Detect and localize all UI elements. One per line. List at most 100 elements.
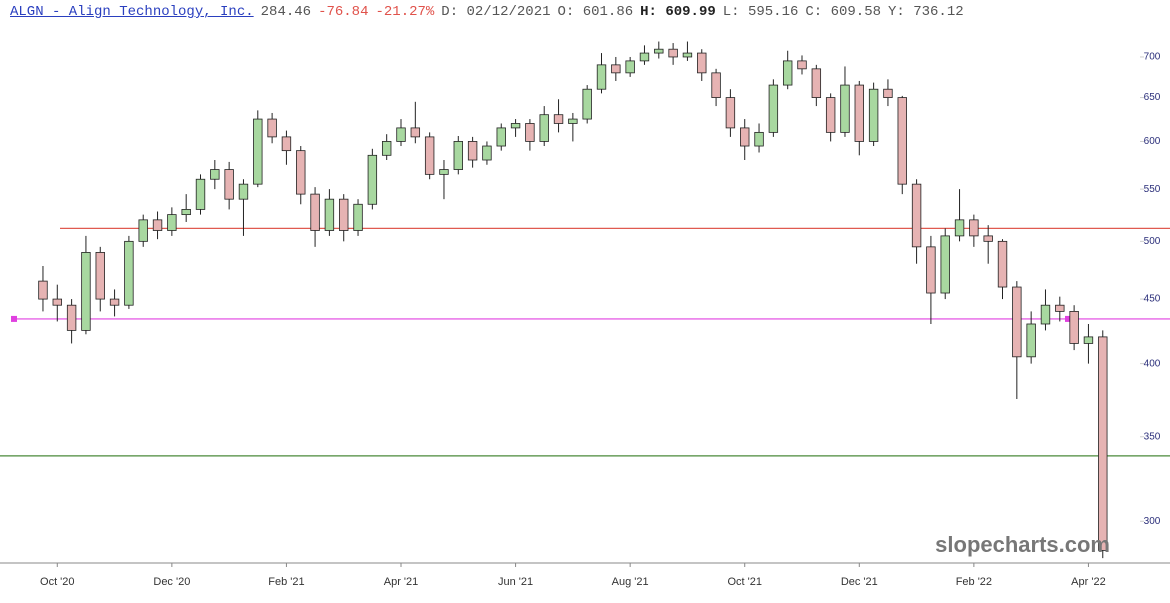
x-tick-label: Apr '21 xyxy=(384,576,419,588)
candle-body xyxy=(582,88,592,120)
candle-body xyxy=(854,84,864,142)
x-tick-label: Dec '21 xyxy=(841,576,878,588)
candle-body xyxy=(496,127,506,147)
y-tick-label: 550 xyxy=(1144,184,1161,195)
candle-body xyxy=(682,52,693,58)
candle-body xyxy=(1040,304,1051,325)
candle-body xyxy=(525,123,535,142)
candle-body xyxy=(281,136,292,152)
candle-body xyxy=(825,97,836,133)
candle-body xyxy=(453,141,463,170)
stat: O: 601.86 xyxy=(557,4,634,20)
last-price: 284.46 xyxy=(260,4,312,20)
candle-body xyxy=(296,150,306,195)
candle-body xyxy=(1055,304,1065,312)
stat: Y: 736.12 xyxy=(888,4,964,20)
candle-body xyxy=(253,118,263,185)
candle-body xyxy=(897,97,907,185)
x-tick-label: Oct '21 xyxy=(727,576,762,588)
stat: H: 609.99 xyxy=(640,4,716,20)
stats: D: 02/12/2021 O: 601.86 H: 609.99 L: 595.16… xyxy=(441,4,970,20)
candle-body xyxy=(725,97,736,129)
x-tick-label: Feb '21 xyxy=(268,576,304,588)
candle-body xyxy=(510,123,521,129)
candle-body xyxy=(224,169,234,200)
candle-body xyxy=(954,219,965,237)
candle-body xyxy=(668,48,678,58)
x-tick-label: Apr '22 xyxy=(1071,576,1106,588)
x-tick-label: Oct '20 xyxy=(40,576,75,588)
candle-body xyxy=(639,52,650,62)
candle-body xyxy=(754,131,764,147)
y-tick-label: 500 xyxy=(1144,236,1161,247)
watermark: slopecharts.com xyxy=(935,532,1110,557)
candle-body xyxy=(210,169,220,180)
candle-body xyxy=(625,60,635,74)
candle-body xyxy=(997,240,1008,288)
stat: L: 595.16 xyxy=(722,4,799,20)
candle-body xyxy=(381,141,392,156)
x-tick-label: Jun '21 xyxy=(498,576,533,588)
candle-body xyxy=(353,203,363,231)
y-tick-label: 400 xyxy=(1144,358,1161,369)
y-tick-label: 350 xyxy=(1144,431,1161,442)
candle-body xyxy=(396,127,406,142)
candle-body xyxy=(983,235,993,242)
candle-body xyxy=(310,193,320,231)
y-tick-label: 650 xyxy=(1144,92,1161,103)
candle-body xyxy=(654,48,664,54)
x-tick-label: Dec '20 xyxy=(153,576,190,588)
candle-body xyxy=(167,214,177,231)
candle-body xyxy=(152,219,163,231)
candle-body xyxy=(482,145,492,161)
candle-body xyxy=(439,169,449,175)
candle-body xyxy=(711,72,721,98)
candle-body xyxy=(52,298,62,306)
candle-body xyxy=(1098,336,1108,551)
candle-body xyxy=(81,252,91,331)
candle-body xyxy=(1012,286,1022,358)
candle-body xyxy=(410,127,421,138)
header: ALGN - Align Technology, Inc. 284.46 -76.8… xyxy=(10,4,978,20)
candle-body xyxy=(611,64,621,74)
candle-body xyxy=(911,183,922,248)
candle-body xyxy=(940,235,950,294)
candle-body xyxy=(553,114,564,124)
candle-body xyxy=(1069,310,1079,344)
candle-body xyxy=(66,304,77,331)
candle-body xyxy=(339,198,349,231)
candle-body xyxy=(109,298,120,306)
candle-body xyxy=(124,240,134,306)
candle-body xyxy=(969,219,979,237)
candle-body xyxy=(324,198,335,231)
candle-body xyxy=(467,141,478,161)
candle-body xyxy=(539,114,549,142)
y-tick-label: 300 xyxy=(1144,516,1161,527)
stat: C: 609.58 xyxy=(805,4,882,20)
change: -76.84 xyxy=(318,4,369,20)
candle-body xyxy=(95,252,105,300)
candle-body xyxy=(181,209,191,216)
y-tick-label: 450 xyxy=(1144,294,1161,305)
line-handle xyxy=(11,315,17,322)
candle-body xyxy=(267,118,277,138)
symbol-title[interactable]: ALGN - Align Technology, Inc. xyxy=(10,4,254,20)
candle-body xyxy=(883,88,893,98)
candle-body xyxy=(38,280,48,300)
candle-body xyxy=(568,118,578,124)
y-tick-label: 700 xyxy=(1144,52,1161,63)
candle-body xyxy=(797,60,807,70)
x-tick-label: Aug '21 xyxy=(612,576,649,588)
candle-body xyxy=(195,178,206,210)
candle-body xyxy=(697,52,707,74)
candle-body xyxy=(811,68,822,98)
y-tick-label: 600 xyxy=(1144,136,1161,147)
candle-body xyxy=(782,60,793,86)
candle-body xyxy=(238,183,249,200)
candle-body xyxy=(596,64,607,90)
candle-body xyxy=(840,84,850,133)
candle-body xyxy=(367,154,378,205)
candle-body xyxy=(138,219,148,242)
